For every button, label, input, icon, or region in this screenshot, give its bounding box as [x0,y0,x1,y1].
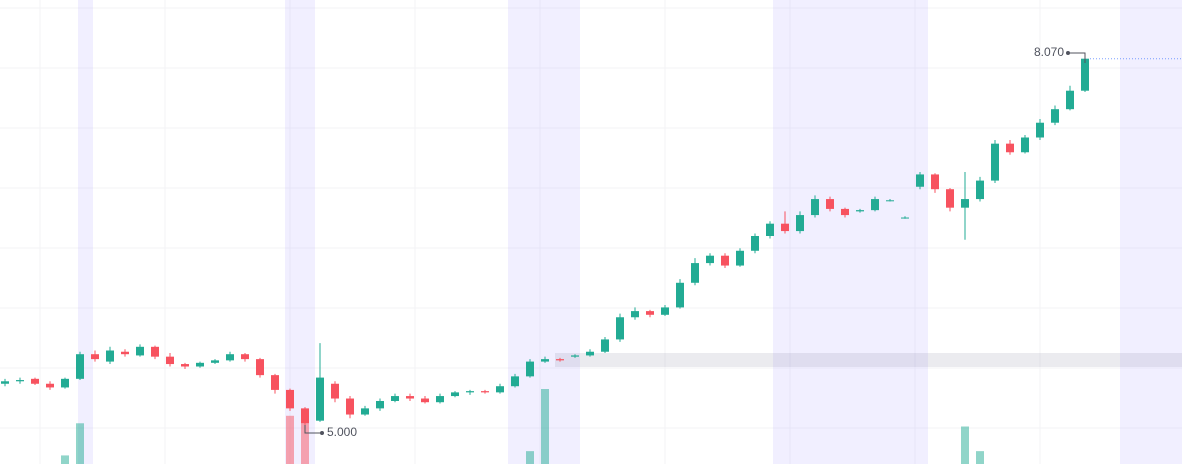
candle-body [136,346,144,356]
volume-bar [961,426,969,464]
candle-body [1021,137,1029,153]
candle-body [391,396,399,401]
candle-body [1081,58,1089,91]
candle-body [586,351,594,356]
candle-body [1066,90,1074,110]
candle-body [571,355,579,357]
candle-body [421,398,429,403]
candle-body [151,346,159,357]
candle-body [346,398,354,415]
session-bands [78,0,1182,464]
candle-body [826,199,834,209]
candle-body [241,354,249,360]
candle-body [1051,109,1059,123]
candle-body [556,359,564,361]
candle-body [661,307,669,315]
candle-body [991,143,999,181]
high-label: 8.070 [1034,45,1064,59]
candle-body [631,311,639,318]
candle-body [406,396,414,399]
candle-body [31,378,39,384]
candle-body [271,375,279,390]
candle-body [961,199,969,208]
volume-layer [61,389,984,464]
candle-body [166,356,174,365]
candle-body [706,255,714,264]
volume-bar [286,415,294,464]
candle-body [1036,122,1044,138]
volume-bar [76,423,84,464]
candle-body [886,200,894,202]
candle-body [841,208,849,216]
volume-bar [976,451,984,464]
candle-body [16,380,24,382]
candle-body [916,174,924,187]
candle-body [361,408,369,415]
candle-body [436,396,444,403]
candle-layer [1,55,1182,433]
candle-body [901,217,909,219]
high-dot [1066,51,1070,55]
candle-body [871,199,879,211]
candle-body [781,223,789,232]
candle-body [331,383,339,399]
candle-body [76,354,84,379]
volume-bar [301,421,309,464]
candle-body [736,250,744,266]
volume-bar [526,451,534,464]
candle-body [541,359,549,362]
candle-body [811,199,819,216]
candle-body [976,180,984,200]
candle-body [106,350,114,362]
volume-bar [541,389,549,464]
candle-body [316,377,324,421]
candle-body [226,354,234,361]
low-label: 5.000 [327,425,357,439]
candle-body [511,376,519,387]
candle-body [46,383,54,388]
candle-body [256,359,264,376]
low-marker [304,425,322,434]
candle-body [751,235,759,251]
candle-body [496,386,504,393]
candle-body [481,391,489,393]
candle-body [121,351,129,355]
candle-body [196,362,204,367]
candle-body [181,364,189,367]
candle-body [61,378,69,388]
candle-body [616,317,624,340]
candle-body [301,408,309,424]
candle-body [376,400,384,409]
candle-body [211,360,219,363]
candle-body [466,391,474,393]
candle-body [931,174,939,190]
candle-body [646,311,654,315]
candle-body [676,282,684,308]
candle-body [796,215,804,232]
candle-body [721,255,729,266]
low-dot [320,431,324,435]
candle-body [451,392,459,397]
candle-body [766,223,774,236]
candle-body [91,354,99,360]
volume-bar [61,455,69,464]
candle-body [601,339,609,352]
annotation-layer: 8.070 5.000 [304,45,1086,439]
high-marker [1068,52,1086,63]
candle-body [286,389,294,409]
candle-body [946,189,954,208]
range-band [555,353,1182,367]
candle-body [1,381,9,384]
candle-body [1006,143,1014,153]
candle-body [526,361,534,377]
candle-body [856,210,864,212]
candle-body [691,263,699,283]
